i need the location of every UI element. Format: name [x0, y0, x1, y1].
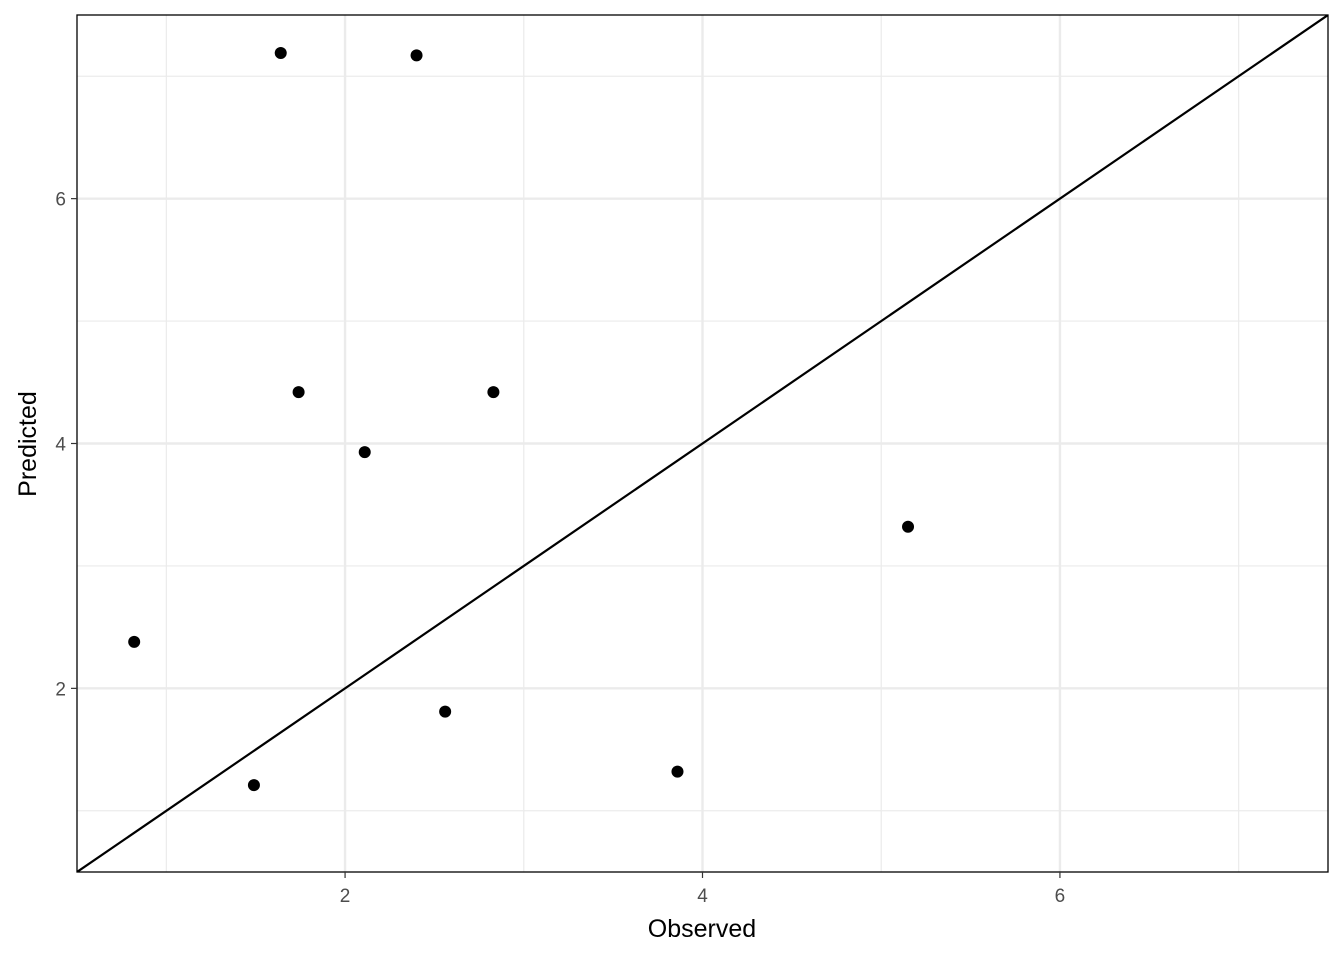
point [671, 765, 684, 778]
y-tick-label: 4 [55, 435, 66, 456]
point [247, 779, 260, 792]
y-axis-title: Predicted [14, 391, 42, 497]
point [902, 520, 915, 533]
y-tick-label: 6 [55, 190, 66, 211]
plot-area [77, 15, 1328, 872]
point [410, 49, 423, 62]
point [274, 46, 287, 59]
point [128, 635, 141, 648]
point [292, 386, 305, 399]
point [487, 386, 500, 399]
x-tick-label: 6 [1055, 886, 1066, 907]
y-tick-label: 2 [55, 679, 66, 700]
reference-line [77, 15, 1328, 872]
x-tick-label: 2 [340, 886, 351, 907]
x-tick-label: 4 [697, 886, 708, 907]
point [439, 705, 452, 718]
point [358, 446, 371, 459]
x-axis-title: Observed [648, 915, 756, 943]
